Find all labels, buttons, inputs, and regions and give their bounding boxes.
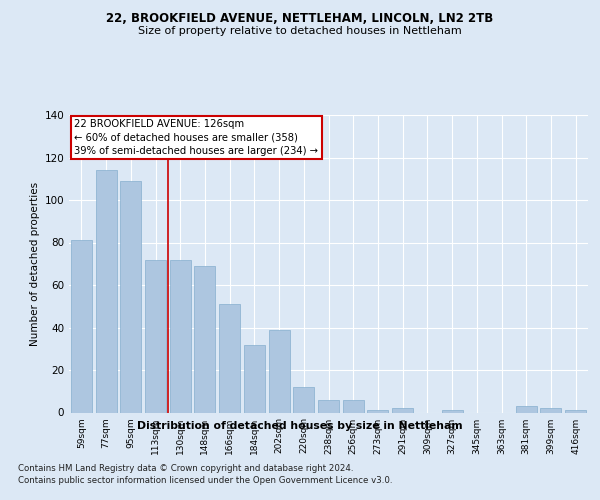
Text: 22, BROOKFIELD AVENUE, NETTLEHAM, LINCOLN, LN2 2TB: 22, BROOKFIELD AVENUE, NETTLEHAM, LINCOL…: [106, 12, 494, 26]
Bar: [145, 260, 166, 412]
Bar: [318, 400, 339, 412]
Bar: [194, 266, 215, 412]
Bar: [219, 304, 240, 412]
Text: Contains HM Land Registry data © Crown copyright and database right 2024.: Contains HM Land Registry data © Crown c…: [18, 464, 353, 473]
Bar: [367, 410, 388, 412]
Bar: [442, 410, 463, 412]
Bar: [95, 170, 116, 412]
Y-axis label: Number of detached properties: Number of detached properties: [30, 182, 40, 346]
Bar: [120, 181, 141, 412]
Text: Size of property relative to detached houses in Nettleham: Size of property relative to detached ho…: [138, 26, 462, 36]
Bar: [293, 387, 314, 412]
Bar: [71, 240, 92, 412]
Bar: [343, 400, 364, 412]
Bar: [244, 344, 265, 412]
Text: 22 BROOKFIELD AVENUE: 126sqm
← 60% of detached houses are smaller (358)
39% of s: 22 BROOKFIELD AVENUE: 126sqm ← 60% of de…: [74, 120, 318, 156]
Bar: [565, 410, 586, 412]
Bar: [516, 406, 537, 412]
Bar: [541, 408, 562, 412]
Bar: [170, 260, 191, 412]
Text: Distribution of detached houses by size in Nettleham: Distribution of detached houses by size …: [137, 421, 463, 431]
Text: Contains public sector information licensed under the Open Government Licence v3: Contains public sector information licen…: [18, 476, 392, 485]
Bar: [392, 408, 413, 412]
Bar: [269, 330, 290, 412]
